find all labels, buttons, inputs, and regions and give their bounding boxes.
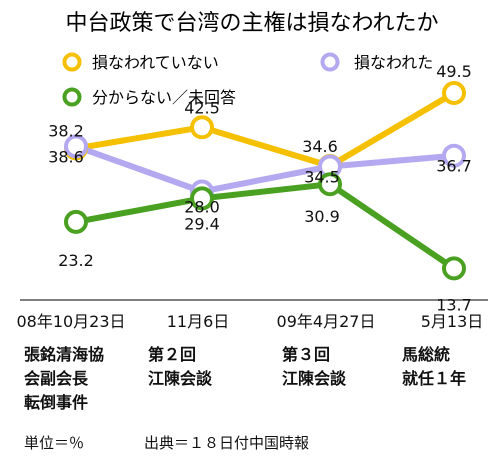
- legend-label-unknown: 分からない／未回答: [92, 88, 236, 107]
- legend-marker-harmed: [320, 52, 340, 72]
- data-label: 30.9: [304, 207, 340, 226]
- legend-label-not-harmed: 損なわれていない: [92, 53, 219, 72]
- event-label: 転倒事件: [24, 393, 88, 412]
- data-point: [442, 81, 466, 105]
- event-label: 第３回: [282, 345, 330, 364]
- event-label: 江陳会談: [282, 369, 347, 388]
- data-label: 38.2: [48, 121, 84, 140]
- event-label: 就任１年: [402, 369, 466, 388]
- data-label: 42.5: [184, 98, 220, 117]
- event-label: 会副会長: [24, 369, 89, 388]
- x-tick-label: 11月6日: [167, 312, 230, 331]
- series-line: [74, 143, 455, 195]
- event-label: 張銘清海協: [24, 345, 104, 364]
- plot-area: 38.2 42.5 34.6 49.5 38.6 29.4 34.5 36.7 23.2 28.0…: [48, 62, 472, 314]
- legend: 損なわれていない 損なわれた 分からない／未回答: [62, 52, 433, 107]
- data-point: [64, 134, 88, 159]
- legend-item-harmed: 損なわれた: [320, 52, 433, 72]
- series-line: [75, 181, 456, 271]
- data-point: [318, 172, 342, 197]
- data-label: 34.6: [302, 137, 338, 156]
- unit-note: 単位＝％: [24, 434, 84, 452]
- x-tick-label: 09年4月27日: [277, 312, 376, 331]
- value-labels: 38.2 42.5 34.6 49.5 38.6 29.4 34.5 36.7 23.2 28.0…: [48, 62, 472, 314]
- data-label: 34.5: [304, 168, 340, 187]
- data-label: 28.0: [184, 197, 220, 216]
- data-point: [442, 256, 466, 281]
- data-point: [64, 209, 88, 234]
- legend-label-harmed: 損なわれた: [354, 53, 433, 72]
- legend-item-unknown: 分からない／未回答: [62, 87, 236, 107]
- legend-marker-not-harmed: [62, 52, 82, 72]
- legend-marker-unknown: [62, 87, 82, 107]
- data-point: [190, 186, 214, 211]
- data-label: 36.7: [436, 157, 472, 176]
- data-label: 49.5: [436, 62, 472, 81]
- x-tick-label: 08年10月23日: [16, 312, 125, 331]
- event-label: 江陳会談: [148, 369, 213, 388]
- event-annotations: 張銘清海協 会副会長 転倒事件 第２回 江陳会談 第３回 江陳会談 馬総統 就任…: [24, 345, 466, 412]
- data-label: 23.2: [58, 251, 94, 270]
- legend-item-not-harmed: 損なわれていない: [62, 52, 219, 72]
- series-markers: [64, 81, 466, 281]
- source-note: 出典＝１８日付中国時報: [144, 434, 309, 452]
- event-label: 馬総統: [402, 345, 450, 364]
- series-line: [75, 90, 456, 169]
- data-label: 29.4: [184, 215, 220, 234]
- data-point: [442, 143, 466, 168]
- series-lines: [74, 90, 456, 271]
- x-tick-label: 5月13日: [421, 312, 484, 331]
- chart-title: 中台政策で台湾の主権は損なわれたか: [66, 11, 439, 36]
- event-label: 第２回: [148, 345, 196, 364]
- data-point: [190, 115, 214, 140]
- data-label: 38.6: [48, 147, 84, 166]
- x-axis: 08年10月23日 11月6日 09年4月27日 5月13日: [16, 312, 483, 331]
- data-label: 13.7: [436, 295, 472, 314]
